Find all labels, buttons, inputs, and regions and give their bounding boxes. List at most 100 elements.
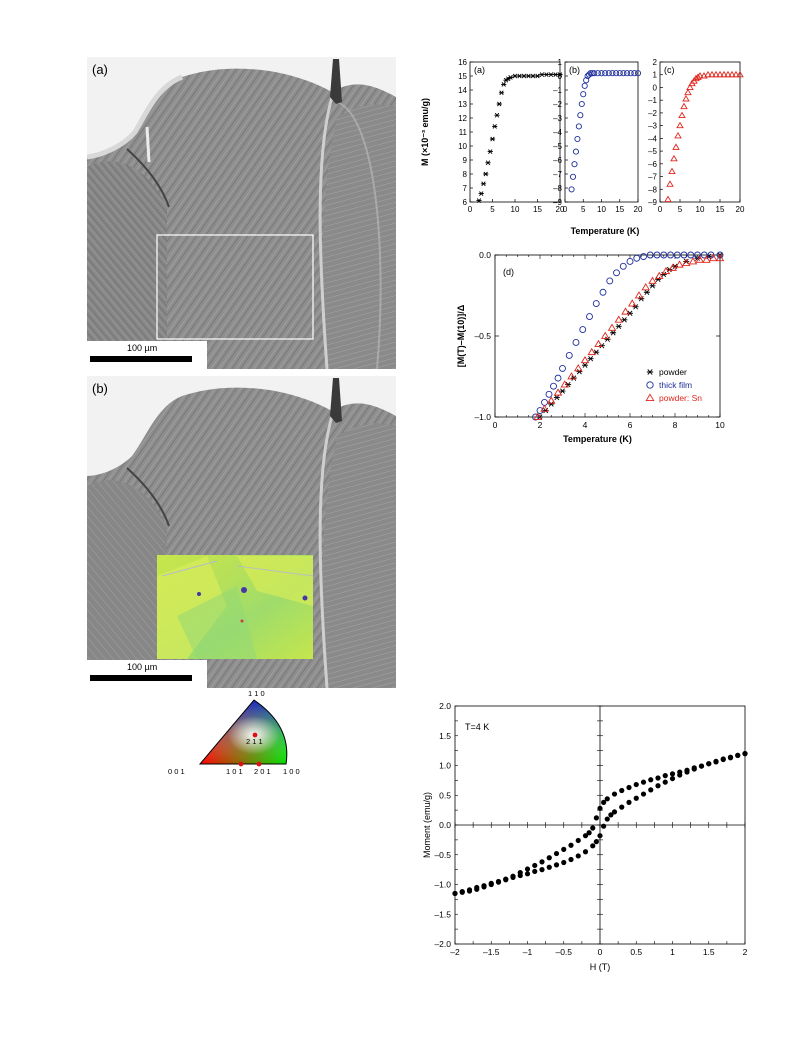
legend-label: powder: Sn (659, 393, 702, 403)
data-point (590, 843, 596, 849)
ipf-label-110: 1 1 0 (248, 689, 265, 698)
plot-frame (659, 61, 741, 203)
data-point (539, 867, 545, 873)
data-point (553, 394, 560, 401)
data-point (597, 833, 603, 839)
data-point (530, 73, 536, 79)
data-point (592, 300, 600, 308)
data-point (466, 887, 473, 893)
data-point (638, 296, 645, 302)
data-point (539, 72, 545, 77)
y-tick-label: –1.5 (434, 909, 451, 919)
data-point (712, 70, 720, 78)
data-point (611, 791, 618, 797)
data-point (591, 70, 598, 77)
data-point (666, 180, 674, 187)
data-point (649, 283, 656, 289)
y-tick-label: –1.0 (474, 412, 491, 422)
data-point (623, 70, 631, 77)
data-point (578, 100, 585, 108)
data-point (583, 77, 590, 84)
data-point (601, 331, 610, 339)
data-point (575, 853, 581, 859)
y-tick-label: –4 (648, 134, 657, 143)
data-point (702, 255, 711, 263)
data-point (572, 339, 580, 346)
y-tick-label: 2.0 (439, 701, 451, 711)
y-tick-label: 0.5 (439, 790, 451, 800)
data-point (487, 149, 493, 154)
data-point (682, 258, 691, 266)
legend-marker (646, 381, 654, 389)
data-point (626, 258, 634, 265)
data-point (597, 805, 603, 811)
data-point (568, 856, 574, 863)
data-point (565, 351, 573, 359)
data-point (661, 266, 671, 275)
data-point (534, 73, 541, 79)
data-point (610, 330, 617, 336)
data-point (503, 877, 509, 883)
y-tick-label: 0.0 (439, 820, 451, 830)
ipf-label-001: 0 0 1 (168, 767, 185, 776)
micrograph-b-letter: (b) (92, 381, 108, 396)
legend-marker (646, 369, 654, 375)
data-point (727, 754, 734, 760)
data-point (709, 253, 718, 262)
temperature-annotation: T=4 K (465, 722, 489, 732)
data-point (543, 72, 550, 77)
x-tick-label: 2 (743, 947, 748, 957)
y-tick-label: 13 (458, 100, 467, 109)
data-point (607, 323, 617, 331)
data-point (698, 763, 705, 769)
data-point (716, 70, 724, 78)
data-point (561, 846, 567, 852)
data-point (627, 70, 634, 77)
data-point (554, 374, 562, 382)
y-tick-label: –8 (648, 185, 657, 194)
panel-letter: (d) (503, 267, 514, 277)
data-point (580, 355, 590, 364)
data-point (640, 253, 647, 261)
data-point (648, 787, 654, 793)
x-tick-label: 10 (715, 420, 725, 430)
x-tick-label: –2 (450, 947, 460, 957)
y-tick-label: 8 (463, 170, 468, 179)
data-point (641, 283, 650, 291)
data-point (634, 291, 644, 299)
data-point (615, 323, 622, 329)
series-powder (537, 252, 723, 420)
data-point (626, 799, 632, 805)
data-point (621, 307, 630, 315)
data-point (686, 83, 694, 90)
data-point (724, 70, 732, 78)
data-point (700, 251, 708, 259)
data-point (557, 72, 563, 77)
data-point (720, 70, 728, 78)
x-tick-label: –1 (523, 947, 533, 957)
data-point (547, 396, 556, 404)
data-point (586, 71, 593, 78)
data-point (604, 816, 610, 822)
data-point (521, 73, 527, 79)
micrograph-a-image (87, 57, 396, 369)
data-point (586, 313, 593, 321)
y-tick-label: –1 (553, 86, 562, 95)
y-tick-label: 12 (458, 114, 467, 123)
y-tick-label: 14 (458, 86, 467, 95)
data-point (560, 380, 569, 388)
y-tick-label: 9 (463, 156, 468, 165)
data-point (684, 88, 692, 96)
data-point (683, 258, 690, 265)
data-point (567, 372, 576, 380)
y-tick-label: –0.5 (434, 850, 451, 860)
x-tick-label: 10 (597, 205, 606, 214)
data-point (579, 326, 587, 333)
data-point (619, 804, 625, 810)
data-point (660, 271, 667, 278)
data-point (613, 269, 620, 277)
data-point (602, 70, 609, 77)
data-point (742, 751, 748, 757)
scale-bar (90, 675, 192, 681)
